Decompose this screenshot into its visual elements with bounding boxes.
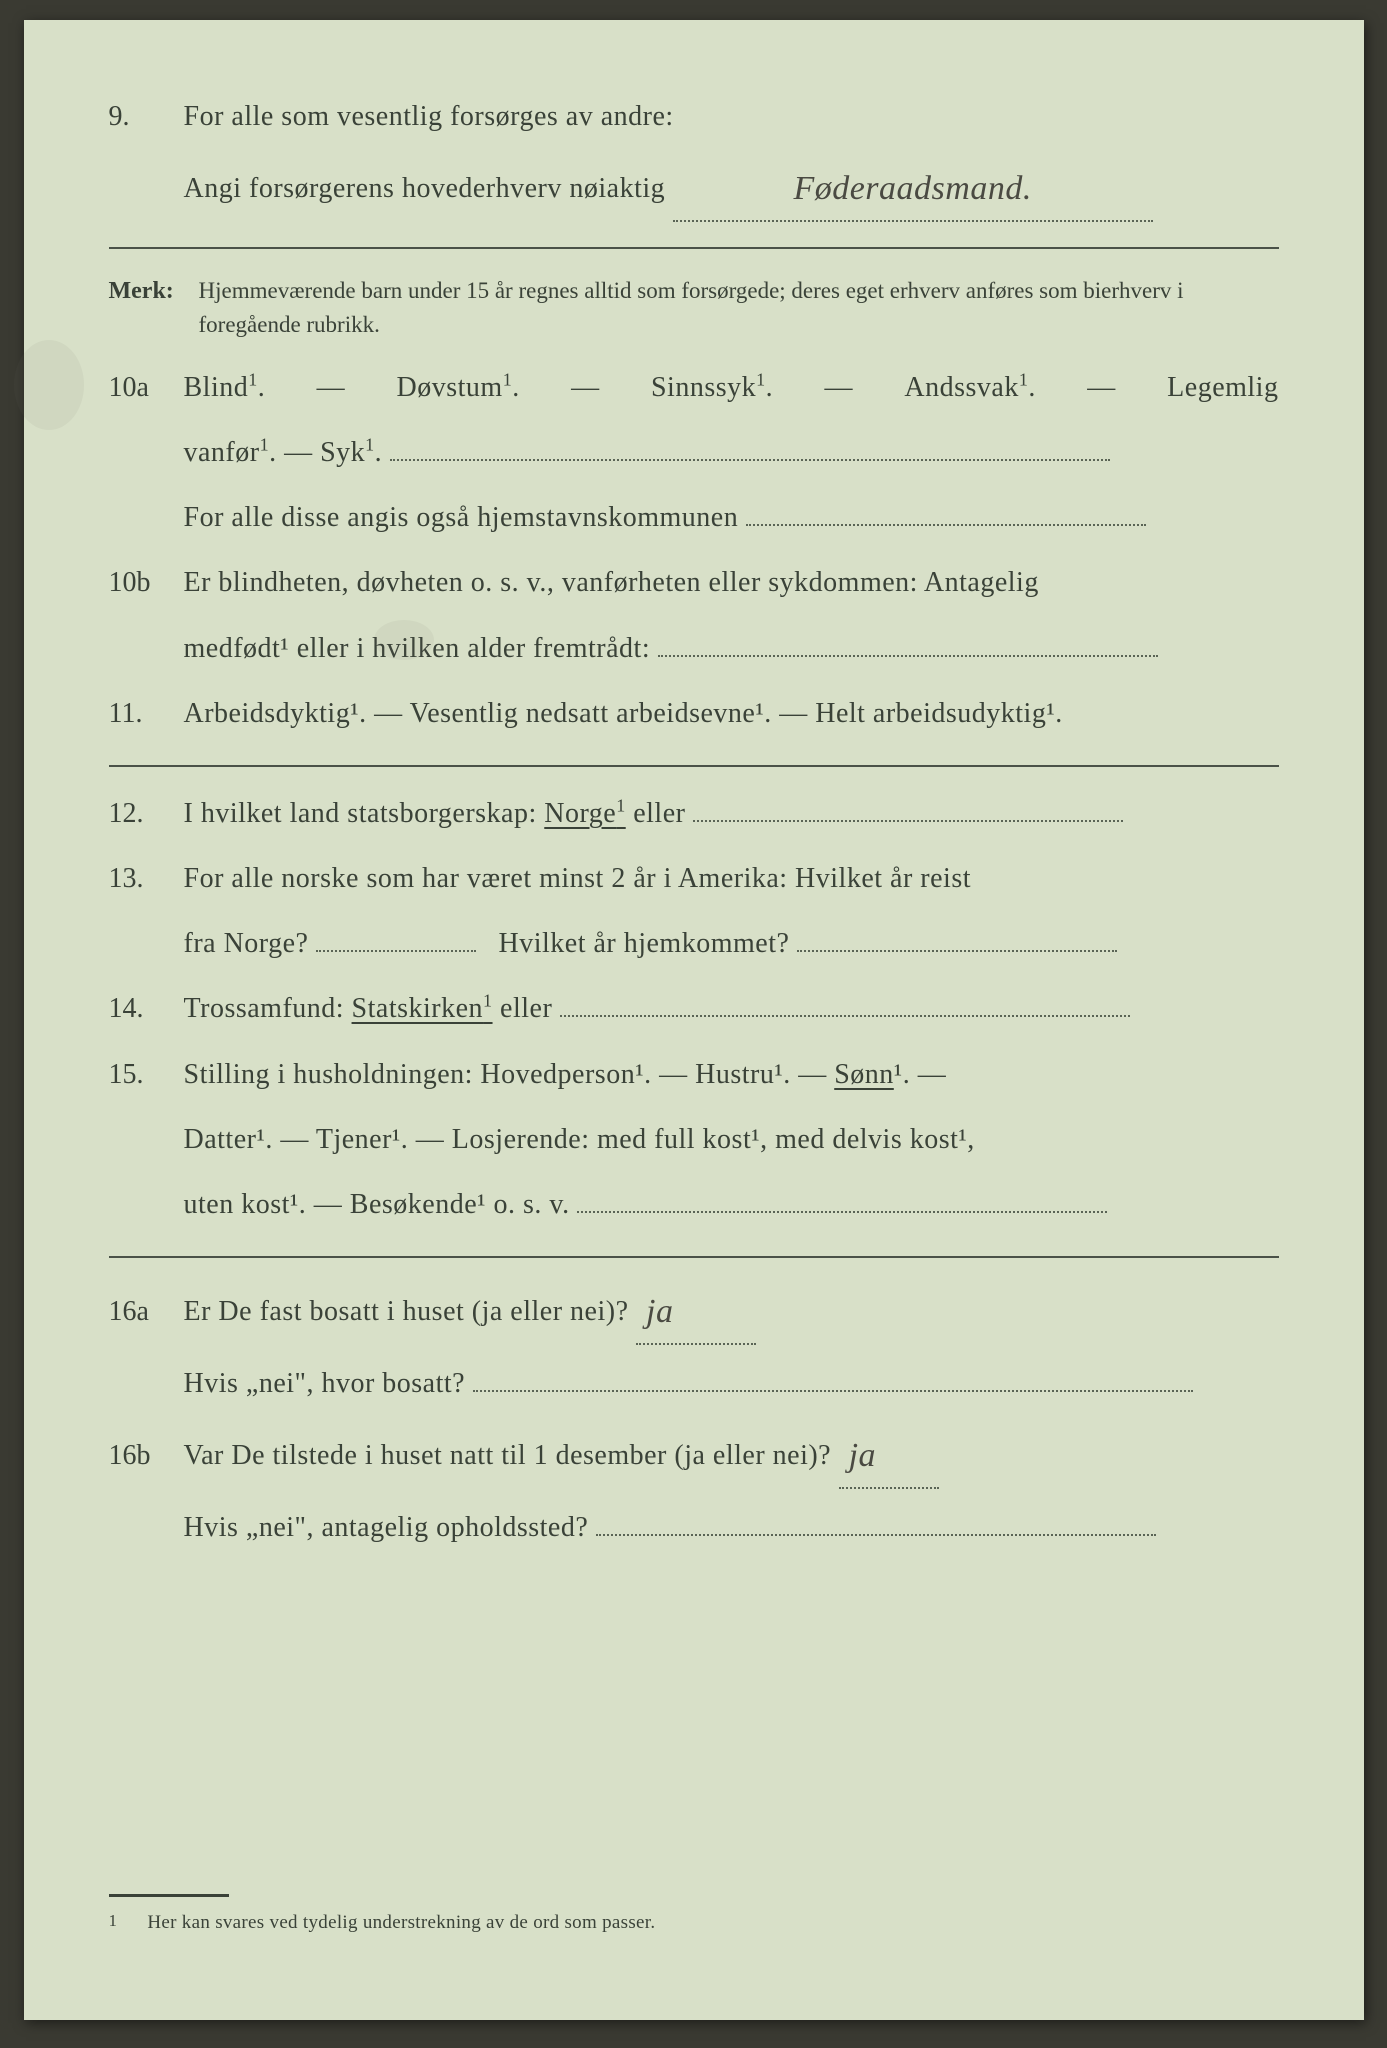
q12-answer: Norge1	[544, 798, 625, 829]
blank-line	[596, 1534, 1156, 1536]
question-16a: 16a Er De fast bosatt i huset (ja eller …	[109, 1278, 1279, 1345]
divider	[109, 247, 1279, 249]
question-number: 15.	[109, 1048, 184, 1101]
q13-line1: For alle norske som har været minst 2 år…	[184, 852, 1279, 905]
census-form-page: 9. For alle som vesentlig forsørges av a…	[24, 20, 1364, 2020]
footnote-number: 1	[109, 1911, 118, 1930]
q12-prefix: I hvilket land statsborgerskap:	[184, 798, 545, 829]
question-10b: 10b Er blindheten, døvheten o. s. v., va…	[109, 556, 1279, 609]
q10a-line3: For alle disse angis også hjemstavnskomm…	[184, 502, 739, 533]
q16b-label: Var De tilstede i huset natt til 1 desem…	[184, 1440, 832, 1471]
q16a-answer-field: ja	[636, 1278, 756, 1345]
question-11: 11. Arbeidsdyktig¹. — Vesentlig nedsatt …	[109, 687, 1279, 740]
q15-answer: Sønn	[834, 1059, 894, 1090]
footnote-text: Her kan svares ved tydelig understreknin…	[147, 1912, 655, 1933]
question-number: 10b	[109, 556, 184, 609]
question-15-line3: uten kost¹. — Besøkende¹ o. s. v.	[109, 1178, 1279, 1231]
question-number: 12.	[109, 787, 184, 840]
q10b-line1: Er blindheten, døvheten o. s. v., vanfør…	[184, 556, 1279, 609]
option: Døvstum1.	[397, 361, 520, 414]
blank-line	[797, 950, 1117, 952]
q13-line2a: fra Norge?	[184, 928, 309, 959]
q14-answer: Statskirken1	[352, 993, 493, 1024]
question-number: 9.	[109, 90, 184, 143]
option: Legemlig	[1167, 361, 1278, 414]
footnote: 1 Her kan svares ved tydelig understrekn…	[109, 1905, 1279, 1941]
q13-line2b: Hvilket år hjemkommet?	[498, 928, 789, 959]
q12-suffix: eller	[633, 798, 685, 829]
paper-stain	[14, 340, 84, 430]
question-10a-line3: For alle disse angis også hjemstavnskomm…	[109, 491, 1279, 544]
question-12: 12. I hvilket land statsborgerskap: Norg…	[109, 787, 1279, 840]
paper-stain	[374, 620, 434, 660]
question-number: 10a	[109, 361, 184, 414]
q14-prefix: Trossamfund:	[184, 993, 352, 1024]
question-14: 14. Trossamfund: Statskirken1 eller	[109, 982, 1279, 1035]
handwritten-answer: ja	[849, 1424, 876, 1489]
question-13-line2: fra Norge? Hvilket år hjemkommet?	[109, 917, 1279, 970]
question-number: 14.	[109, 982, 184, 1035]
question-16a-line2: Hvis „nei", hvor bosatt?	[109, 1357, 1279, 1410]
blank-line	[390, 459, 1110, 461]
blank-line	[658, 655, 1158, 657]
merk-label: Merk:	[109, 269, 199, 315]
q16a-line2: Hvis „nei", hvor bosatt?	[184, 1368, 466, 1399]
question-10a: 10a Blind1. — Døvstum1. — Sinnssyk1. — A…	[109, 361, 1279, 414]
question-15: 15. Stilling i husholdningen: Hovedperso…	[109, 1048, 1279, 1101]
blank-line	[693, 820, 1123, 822]
question-16b: 16b Var De tilstede i huset natt til 1 d…	[109, 1422, 1279, 1489]
option: vanfør1. —	[184, 437, 321, 468]
q15-line3: uten kost¹. — Besøkende¹ o. s. v.	[184, 1189, 570, 1220]
q16b-answer-field: ja	[839, 1422, 939, 1489]
question-number: 13.	[109, 852, 184, 905]
blank-line	[577, 1211, 1107, 1213]
question-9-line2: Angi forsørgerens hovederhverv nøiaktig …	[109, 155, 1279, 222]
q16a-label: Er De fast bosatt i huset (ja eller nei)…	[184, 1296, 629, 1327]
divider	[109, 765, 1279, 767]
q9-label: Angi forsørgerens hovederhverv nøiaktig	[184, 173, 666, 204]
q9-line1: For alle som vesentlig forsørges av andr…	[184, 101, 674, 132]
q15-line1-prefix: Stilling i husholdningen: Hovedperson¹. …	[184, 1059, 835, 1090]
option: Andssvak1.	[904, 361, 1035, 414]
q14-suffix: eller	[500, 993, 552, 1024]
footnote-rule	[109, 1894, 229, 1897]
question-9: 9. For alle som vesentlig forsørges av a…	[109, 90, 1279, 143]
question-10a-line2: vanfør1. — Syk1.	[109, 426, 1279, 479]
q16b-line2: Hvis „nei", antagelig opholdssted?	[184, 1512, 589, 1543]
question-content: For alle som vesentlig forsørges av andr…	[184, 90, 1279, 143]
q11-text: Arbeidsdyktig¹. — Vesentlig nedsatt arbe…	[184, 687, 1279, 740]
option: Blind1.	[184, 361, 266, 414]
blank-line	[746, 524, 1146, 526]
handwritten-answer: Føderaadsmand.	[793, 157, 1031, 222]
merk-note: Merk: Hjemmeværende barn under 15 år reg…	[109, 269, 1279, 343]
q15-line2: Datter¹. — Tjener¹. — Losjerende: med fu…	[184, 1113, 1279, 1166]
question-13: 13. For alle norske som har været minst …	[109, 852, 1279, 905]
divider	[109, 1256, 1279, 1258]
question-15-line2: Datter¹. — Tjener¹. — Losjerende: med fu…	[109, 1113, 1279, 1166]
question-number: 11.	[109, 687, 184, 740]
q9-answer-field: Føderaadsmand.	[673, 155, 1153, 222]
question-number: 16b	[109, 1429, 184, 1482]
option: Sinnssyk1.	[651, 361, 773, 414]
merk-text: Hjemmeværende barn under 15 år regnes al…	[199, 274, 1279, 343]
question-10b-line2: medfødt¹ eller i hvilken alder fremtrådt…	[109, 622, 1279, 675]
question-16b-line2: Hvis „nei", antagelig opholdssted?	[109, 1501, 1279, 1554]
blank-line	[560, 1015, 1130, 1017]
option: Syk1.	[320, 437, 382, 468]
handwritten-answer: ja	[646, 1280, 673, 1345]
blank-line	[473, 1390, 1193, 1392]
blank-line	[316, 950, 476, 952]
question-number: 16a	[109, 1285, 184, 1338]
